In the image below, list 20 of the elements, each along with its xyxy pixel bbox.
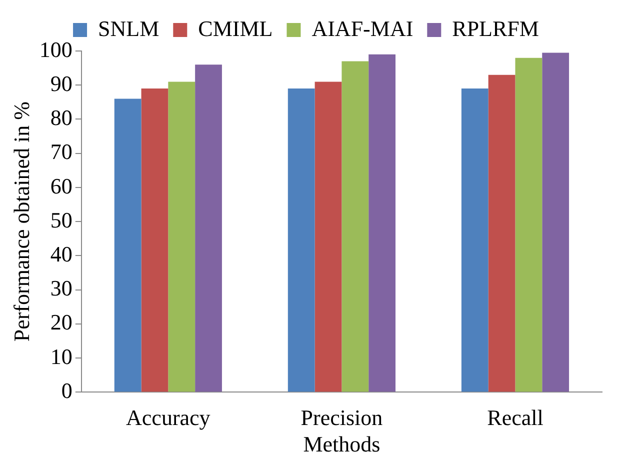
y-tick-label: 50 xyxy=(50,207,72,232)
y-tick-label: 60 xyxy=(50,173,72,198)
legend-label: CMIML xyxy=(198,16,273,41)
y-tick-label: 30 xyxy=(50,276,72,301)
x-tick-label: Precision xyxy=(300,405,383,430)
y-axis-title: Performance obtained in % xyxy=(8,102,34,342)
legend-label: SNLM xyxy=(98,16,160,41)
legend-label: RPLRFM xyxy=(452,16,539,41)
y-tick-label: 100 xyxy=(39,36,72,62)
y-tick-label: 70 xyxy=(50,139,72,164)
x-tick-label: Accuracy xyxy=(126,405,210,430)
x-tick-label: Recall xyxy=(487,405,544,430)
x-axis-title: Methods xyxy=(303,432,380,457)
y-tick-label: 40 xyxy=(50,242,72,266)
y-tick-label: 0 xyxy=(61,378,72,403)
y-tick-label: 10 xyxy=(50,344,72,369)
y-tick-label: 20 xyxy=(50,310,72,335)
legend-label: AIAF-MAI xyxy=(312,16,414,41)
y-tick-label: 80 xyxy=(50,105,72,130)
y-tick-label: 90 xyxy=(50,70,72,96)
